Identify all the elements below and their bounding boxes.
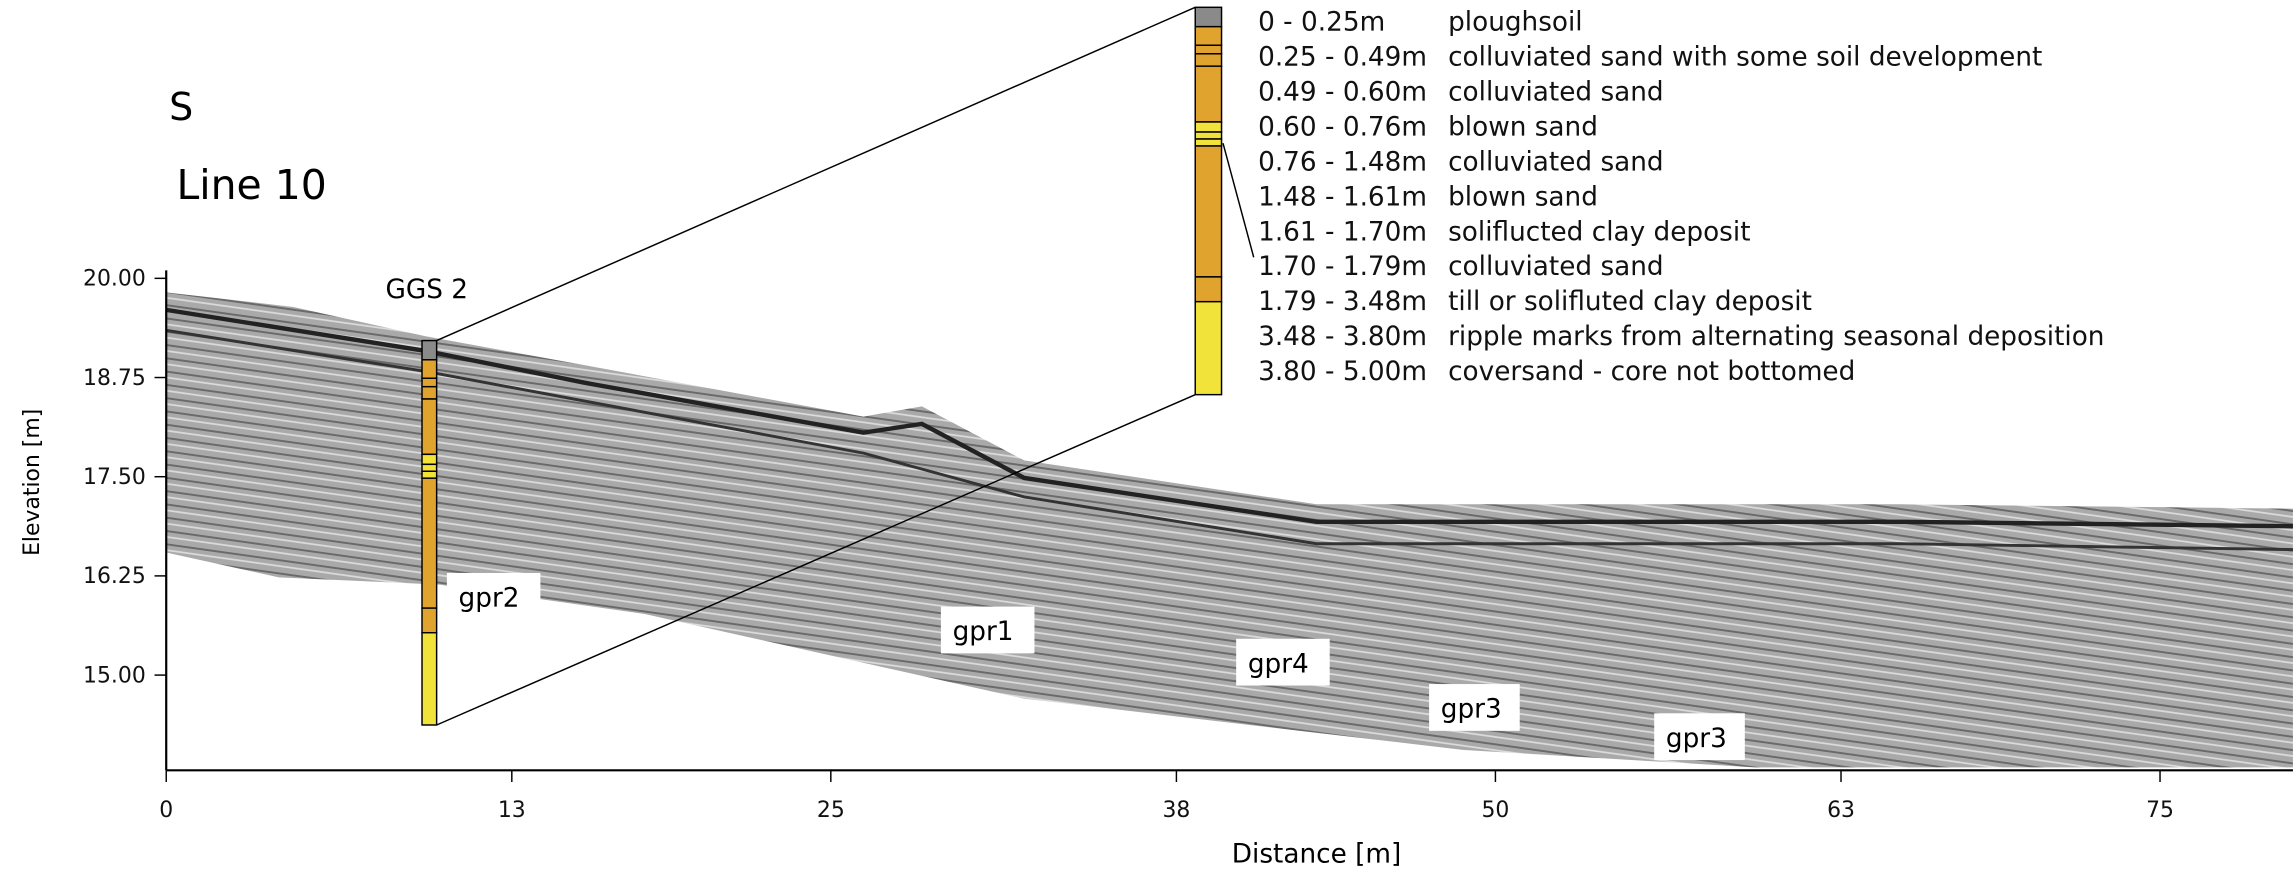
x-tick-label: 50 (1481, 798, 1509, 823)
layer-description: ripple marks from alternating seasonal d… (1448, 322, 2104, 352)
y-tick-label: 16.25 (83, 564, 146, 589)
y-tick-label: 20.00 (83, 267, 146, 292)
annotation: gpr4 (1248, 649, 1309, 679)
layer-depth: 0.76 - 1.48m (1258, 147, 1427, 177)
layer-depth: 1.70 - 1.79m (1258, 252, 1427, 282)
core-layer (1194, 53, 1223, 67)
core-name: GGS 2 (385, 275, 468, 305)
layer-description: blown sand (1448, 112, 1598, 142)
layer-depth: 0.25 - 0.49m (1258, 43, 1427, 73)
zoom-line (436, 393, 1196, 726)
core-layer (421, 631, 438, 726)
annotation-box (1429, 684, 1520, 731)
core-layer (421, 463, 438, 473)
core-layer (1194, 121, 1223, 133)
annotation: gpr2 (459, 584, 520, 614)
core-layer (421, 377, 438, 388)
leader-line (1222, 143, 1255, 258)
core-layer (1194, 300, 1223, 396)
layer-depth: 3.48 - 3.80m (1258, 322, 1427, 352)
core-layer (1194, 65, 1223, 123)
core-layer (421, 453, 438, 466)
layer-description: till or solifluted clay deposit (1448, 287, 1812, 317)
zoom-line (436, 6, 1196, 342)
core-layer (421, 385, 438, 400)
core-layer (421, 359, 438, 379)
annotation-box (1236, 638, 1330, 686)
layer-depth: 1.48 - 1.61m (1258, 182, 1427, 212)
direction-label: S (169, 85, 193, 129)
core-layer (1194, 131, 1223, 140)
annotation-box (940, 606, 1035, 654)
layer-description: ploughsoil (1448, 8, 1583, 38)
core-layer (421, 477, 438, 609)
title: Line 10 (176, 161, 326, 209)
layer-description: blown sand (1448, 182, 1598, 212)
x-tick-label: 0 (159, 798, 173, 823)
core-layer (421, 398, 438, 456)
y-axis-label: Elevation [m] (20, 409, 45, 556)
x-tick-label: 13 (498, 798, 526, 823)
layer-depth: 0.60 - 0.76m (1258, 112, 1427, 142)
annotation-box (446, 572, 541, 620)
core-layer (1194, 25, 1223, 46)
core-layer (1194, 44, 1223, 55)
x-tick-label: 25 (817, 798, 845, 823)
x-axis-label: Distance [m] (1232, 839, 1401, 869)
layer-depth: 0.49 - 0.60m (1258, 78, 1427, 108)
layer-description: coversand - core not bottomed (1448, 357, 1855, 387)
x-tick-label: 75 (2146, 798, 2174, 823)
layer-description: soliflucted clay deposit (1448, 217, 1750, 247)
layer-depth: 1.61 - 1.70m (1258, 217, 1427, 247)
surface-reflector (165, 307, 2293, 529)
core-layer (1194, 276, 1223, 303)
core-layer (421, 339, 438, 361)
annotation: gpr3 (1666, 724, 1727, 754)
x-tick-label: 38 (1162, 798, 1190, 823)
core-layer (1194, 138, 1223, 147)
x-tick-label: 63 (1827, 798, 1855, 823)
core-layer (421, 470, 438, 479)
annotation-box (1654, 713, 1745, 761)
layer-description: colluviated sand (1448, 78, 1664, 108)
layer-description: colluviated sand with some soil developm… (1448, 43, 2042, 73)
annotation: gpr3 (1441, 695, 1502, 725)
core-layer (1194, 6, 1223, 28)
y-tick-label: 17.50 (83, 465, 146, 490)
y-tick-label: 15.00 (83, 663, 146, 688)
annotation: gpr1 (953, 617, 1014, 647)
y-tick-label: 18.75 (83, 366, 146, 391)
core-layer (421, 607, 438, 634)
layer-description: colluviated sand (1448, 147, 1664, 177)
layer-description: colluviated sand (1448, 252, 1664, 282)
core-layer (1194, 145, 1223, 278)
layer-depth: 3.80 - 5.00m (1258, 357, 1427, 387)
layer-depth: 0 - 0.25m (1258, 8, 1385, 38)
layer-depth: 1.79 - 3.48m (1258, 287, 1427, 317)
